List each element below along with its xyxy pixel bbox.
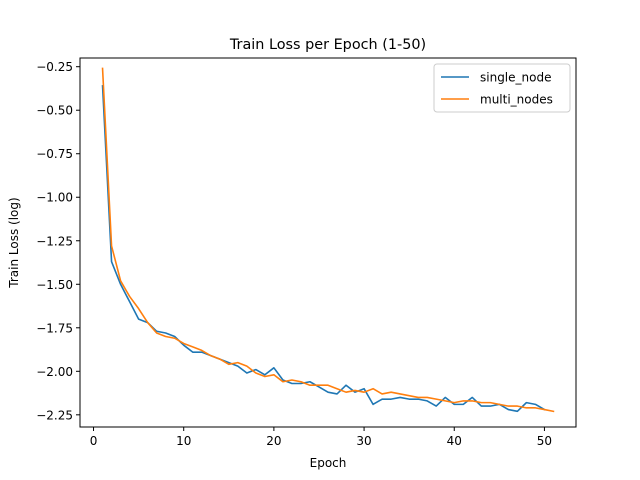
y-tick-label: −1.50 [36,278,73,292]
y-axis-label: Train Loss (log) [7,197,21,288]
x-tick-label: 50 [537,434,552,448]
x-tick-label: 40 [447,434,462,448]
series-line-single-node [101,85,546,413]
x-tick-label: 0 [90,434,98,448]
series-line-multi-nodes [101,67,555,413]
y-tick-label: −0.25 [36,60,73,74]
y-tick-label: −2.25 [36,408,73,422]
y-tick-label: −1.00 [36,191,73,205]
y-axis-ticks: −0.25 −0.50 −0.75 −1.00 −1.25 −1.50 −1.75 −2.00… [36,60,80,422]
legend-box [433,63,571,113]
y-tick-label: −0.50 [36,104,73,118]
y-tick-label: −1.25 [36,234,73,248]
y-tick-label: −1.75 [36,321,73,335]
x-tick-label: 30 [356,434,371,448]
plot-frame [79,57,577,428]
x-axis-label: Epoch [310,456,347,470]
plot-area [101,67,555,413]
x-axis-ticks: 0 10 20 30 40 50 [90,427,552,448]
legend-label-multi-nodes: multi_nodes [480,93,553,107]
x-tick-label: 20 [266,434,281,448]
y-tick-label: −0.75 [36,147,73,161]
legend-label-single-node: single_node [480,71,551,85]
y-tick-label: −2.00 [36,365,73,379]
x-tick-label: 10 [176,434,191,448]
chart-title: Train Loss per Epoch (1-50) [229,37,426,53]
legend: single_node multi_nodes [433,63,571,113]
